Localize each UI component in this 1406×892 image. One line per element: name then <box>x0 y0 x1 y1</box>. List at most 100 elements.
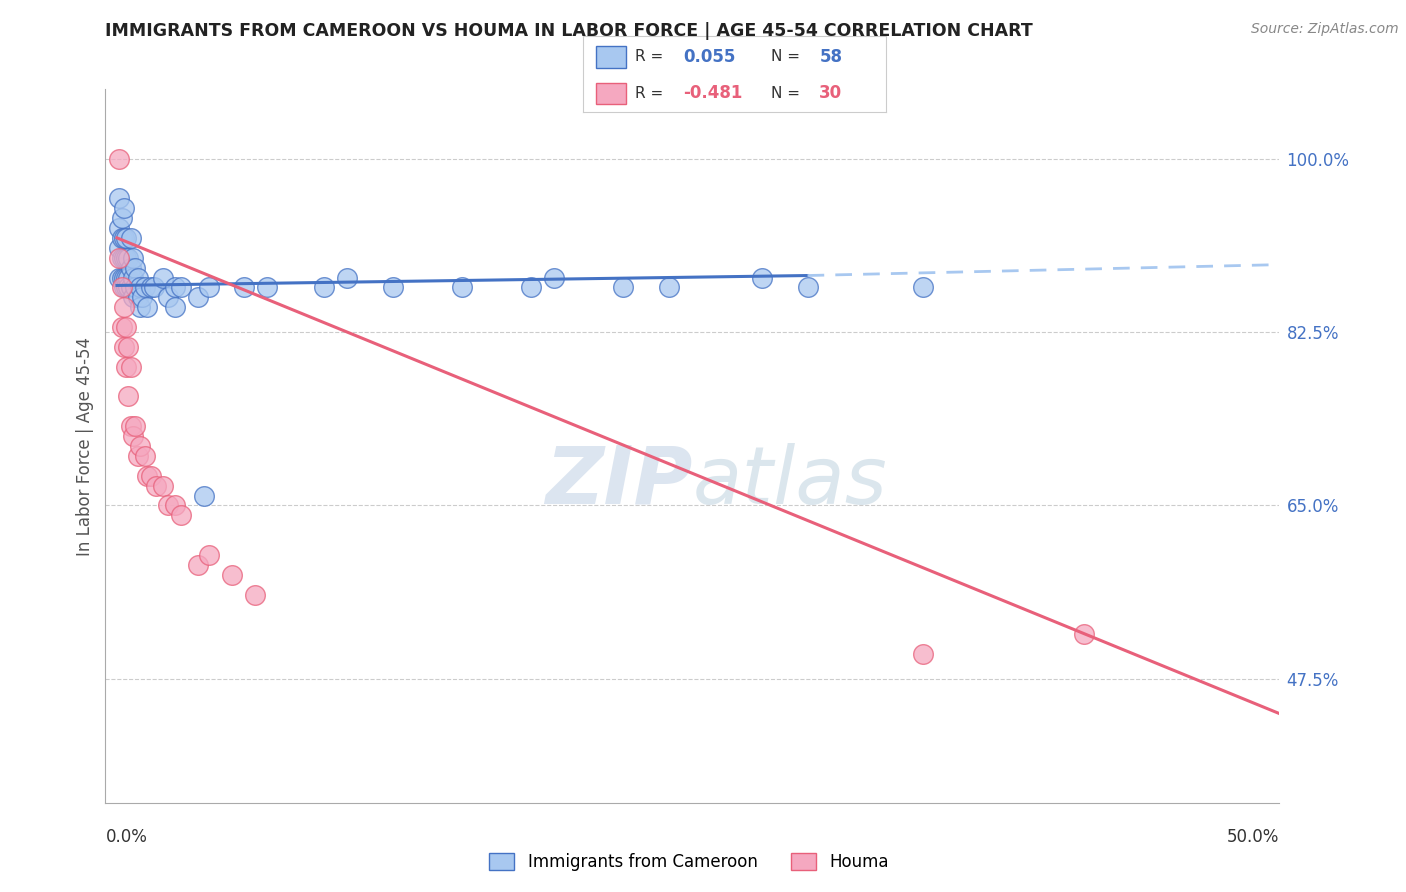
Point <box>127 449 149 463</box>
Point <box>110 280 132 294</box>
Legend: Immigrants from Cameroon, Houma: Immigrants from Cameroon, Houma <box>481 845 897 880</box>
Text: 0.0%: 0.0% <box>105 828 148 846</box>
Y-axis label: In Labor Force | Age 45-54: In Labor Force | Age 45-54 <box>76 336 94 556</box>
Point <box>152 478 174 492</box>
Point <box>131 290 153 304</box>
Point <box>163 280 186 294</box>
Point <box>156 499 179 513</box>
Point <box>314 280 336 294</box>
Point <box>120 280 142 294</box>
Point <box>112 340 135 354</box>
Text: atlas: atlas <box>692 442 887 521</box>
Point <box>520 280 543 294</box>
Point <box>170 280 193 294</box>
Point <box>112 270 135 285</box>
Point <box>122 270 145 285</box>
Point <box>612 280 634 294</box>
Point <box>163 300 186 314</box>
Point <box>120 260 142 275</box>
Point <box>120 419 142 434</box>
Text: Source: ZipAtlas.com: Source: ZipAtlas.com <box>1251 22 1399 37</box>
Point <box>120 231 142 245</box>
Point <box>124 280 146 294</box>
Point <box>911 280 934 294</box>
Bar <box>596 46 626 68</box>
Text: IMMIGRANTS FROM CAMEROON VS HOUMA IN LABOR FORCE | AGE 45-54 CORRELATION CHART: IMMIGRANTS FROM CAMEROON VS HOUMA IN LAB… <box>105 22 1033 40</box>
Text: 50.0%: 50.0% <box>1227 828 1279 846</box>
Point <box>543 270 565 285</box>
Point <box>186 558 208 572</box>
Point <box>193 489 215 503</box>
Point <box>198 280 221 294</box>
Point <box>115 270 138 285</box>
Point <box>117 340 139 354</box>
Text: 58: 58 <box>820 48 842 66</box>
Point <box>124 419 146 434</box>
Point <box>124 260 146 275</box>
Point <box>129 439 152 453</box>
Point <box>112 231 135 245</box>
Point <box>108 152 131 166</box>
Point <box>382 280 405 294</box>
Point <box>112 300 135 314</box>
Bar <box>596 83 626 104</box>
Point <box>110 211 132 225</box>
Point <box>170 508 193 523</box>
Point <box>134 280 156 294</box>
Text: 0.055: 0.055 <box>683 48 735 66</box>
Point <box>117 280 139 294</box>
Point <box>911 647 934 661</box>
Point <box>127 270 149 285</box>
Point <box>112 251 135 265</box>
Point <box>1073 627 1095 641</box>
Point <box>112 280 135 294</box>
Point <box>108 270 131 285</box>
Point <box>108 191 131 205</box>
Point <box>221 567 243 582</box>
Point <box>796 280 818 294</box>
Point <box>658 280 681 294</box>
Point <box>336 270 359 285</box>
Text: 30: 30 <box>820 85 842 103</box>
Point <box>112 201 135 215</box>
Point <box>135 300 157 314</box>
Point <box>256 280 278 294</box>
Point <box>122 429 145 443</box>
Text: R =: R = <box>636 49 664 64</box>
Point <box>110 231 132 245</box>
Point <box>108 221 131 235</box>
Text: N =: N = <box>770 49 800 64</box>
Text: ZIP: ZIP <box>546 442 692 521</box>
Point <box>134 449 156 463</box>
Point <box>110 251 132 265</box>
Point <box>145 478 167 492</box>
Text: N =: N = <box>770 86 800 101</box>
Point <box>129 300 152 314</box>
Point <box>141 468 163 483</box>
Point <box>129 280 152 294</box>
Point <box>115 359 138 374</box>
Point <box>108 251 131 265</box>
Point <box>451 280 474 294</box>
Point <box>152 270 174 285</box>
Point <box>122 251 145 265</box>
Point <box>198 548 221 562</box>
Point <box>110 270 132 285</box>
Text: -0.481: -0.481 <box>683 85 742 103</box>
Point <box>115 251 138 265</box>
Point <box>127 290 149 304</box>
Point <box>243 588 266 602</box>
Point <box>751 270 773 285</box>
Point <box>117 270 139 285</box>
Point <box>110 320 132 334</box>
Point <box>117 389 139 403</box>
Point <box>108 241 131 255</box>
Point <box>115 320 138 334</box>
Point <box>117 251 139 265</box>
Point <box>115 231 138 245</box>
Point <box>232 280 254 294</box>
Point <box>120 359 142 374</box>
Text: R =: R = <box>636 86 664 101</box>
Point <box>135 468 157 483</box>
Point <box>186 290 208 304</box>
